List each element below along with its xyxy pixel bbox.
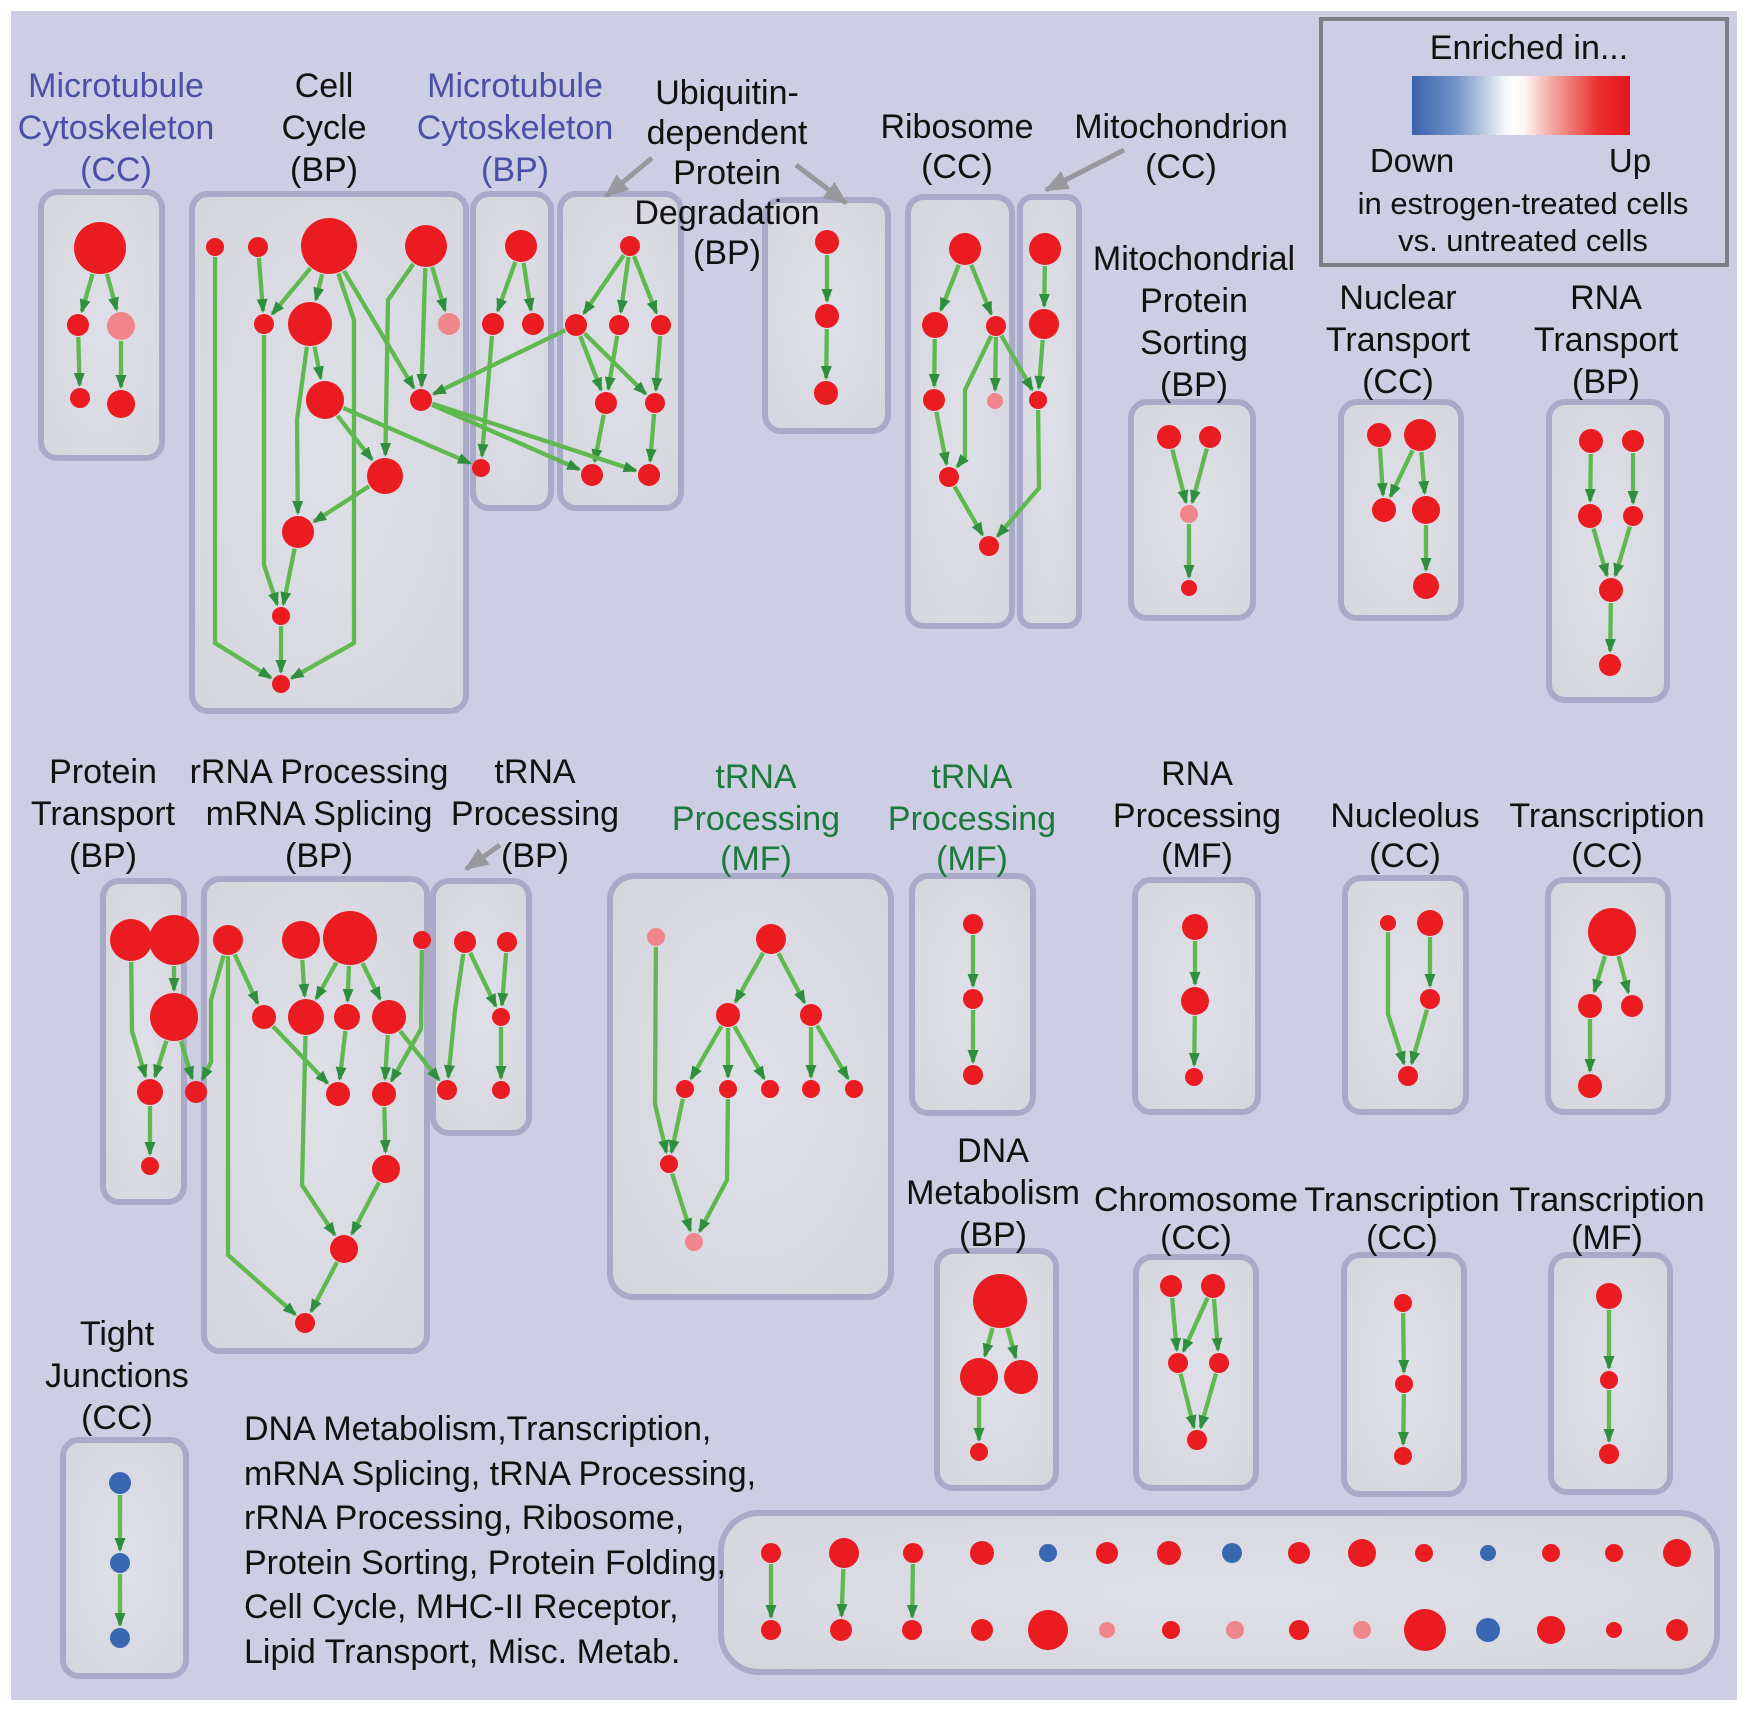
svg-text:(CC): (CC)	[1362, 363, 1434, 401]
svg-text:vs. untreated cells: vs. untreated cells	[1398, 223, 1648, 258]
svg-text:Tight: Tight	[80, 1315, 155, 1353]
svg-text:(CC): (CC)	[1369, 837, 1441, 875]
svg-text:Protein: Protein	[49, 753, 157, 791]
svg-text:Enriched in...: Enriched in...	[1430, 29, 1628, 67]
svg-text:Cytoskeleton: Cytoskeleton	[417, 109, 614, 147]
svg-text:(BP): (BP)	[1572, 363, 1640, 401]
svg-text:(CC): (CC)	[921, 148, 993, 186]
svg-text:Up: Up	[1609, 142, 1651, 179]
svg-text:Protein: Protein	[673, 154, 781, 192]
svg-text:Processing: Processing	[888, 800, 1056, 838]
svg-text:Microtubule: Microtubule	[28, 67, 204, 105]
svg-text:mRNA Splicing, tRNA Processing: mRNA Splicing, tRNA Processing,	[244, 1455, 756, 1493]
svg-text:rRNA Processing: rRNA Processing	[190, 753, 449, 791]
svg-text:(CC): (CC)	[1366, 1219, 1438, 1257]
svg-text:Down: Down	[1370, 142, 1454, 179]
svg-text:RNA: RNA	[1161, 755, 1233, 793]
svg-text:Transcription: Transcription	[1509, 797, 1704, 835]
svg-text:Processing: Processing	[1113, 797, 1281, 835]
svg-text:Cell: Cell	[295, 67, 354, 105]
svg-text:Processing: Processing	[672, 800, 840, 838]
svg-text:Protein: Protein	[1140, 282, 1248, 320]
svg-text:Junctions: Junctions	[45, 1357, 189, 1395]
svg-text:Transport: Transport	[1326, 321, 1471, 359]
svg-text:DNA: DNA	[957, 1132, 1029, 1170]
svg-text:(CC): (CC)	[1145, 148, 1217, 186]
svg-text:tRNA: tRNA	[494, 753, 576, 791]
svg-text:Transport: Transport	[1534, 321, 1679, 359]
svg-text:(BP): (BP)	[693, 234, 761, 272]
svg-text:dependent: dependent	[647, 114, 808, 152]
svg-text:(BP): (BP)	[481, 151, 549, 189]
svg-text:(CC): (CC)	[80, 151, 152, 189]
svg-text:Cytoskeleton: Cytoskeleton	[18, 109, 215, 147]
svg-text:Sorting: Sorting	[1140, 324, 1248, 362]
svg-text:Protein Sorting, Protein Foldi: Protein Sorting, Protein Folding,	[244, 1544, 726, 1582]
svg-text:(CC): (CC)	[81, 1399, 153, 1437]
svg-text:(MF): (MF)	[936, 840, 1008, 878]
svg-text:(MF): (MF)	[1571, 1219, 1643, 1257]
svg-text:Chromosome: Chromosome	[1094, 1181, 1298, 1219]
svg-text:(BP): (BP)	[69, 837, 137, 875]
svg-text:Metabolism: Metabolism	[906, 1174, 1080, 1212]
svg-text:Transcription: Transcription	[1509, 1181, 1704, 1219]
svg-text:in estrogen-treated cells: in estrogen-treated cells	[1358, 186, 1689, 221]
svg-text:Nuclear: Nuclear	[1339, 279, 1456, 317]
svg-text:(BP): (BP)	[1160, 366, 1228, 404]
svg-text:tRNA: tRNA	[931, 758, 1013, 796]
svg-text:tRNA: tRNA	[715, 758, 797, 796]
svg-text:Lipid Transport, Misc. Metab.: Lipid Transport, Misc. Metab.	[244, 1633, 681, 1671]
svg-text:Ubiquitin-: Ubiquitin-	[655, 74, 799, 112]
svg-text:Ribosome: Ribosome	[880, 108, 1033, 146]
svg-text:mRNA Splicing: mRNA Splicing	[206, 795, 433, 833]
svg-text:RNA: RNA	[1570, 279, 1642, 317]
svg-text:Cell Cycle, MHC-II Receptor,: Cell Cycle, MHC-II Receptor,	[244, 1588, 679, 1626]
svg-text:(BP): (BP)	[959, 1216, 1027, 1254]
svg-text:(BP): (BP)	[501, 837, 569, 875]
svg-text:(MF): (MF)	[1161, 837, 1233, 875]
svg-text:rRNA Processing, Ribosome,: rRNA Processing, Ribosome,	[244, 1499, 684, 1537]
svg-text:(BP): (BP)	[290, 151, 358, 189]
svg-text:(CC): (CC)	[1160, 1219, 1232, 1257]
svg-text:Processing: Processing	[451, 795, 619, 833]
svg-text:(MF): (MF)	[720, 840, 792, 878]
svg-text:Cycle: Cycle	[281, 109, 366, 147]
svg-text:Transport: Transport	[31, 795, 176, 833]
svg-text:Degradation: Degradation	[634, 194, 819, 232]
svg-text:DNA Metabolism,Transcription,: DNA Metabolism,Transcription,	[244, 1410, 711, 1448]
svg-text:(BP): (BP)	[285, 837, 353, 875]
svg-text:Nucleolus: Nucleolus	[1330, 797, 1479, 835]
svg-text:Mitochondrion: Mitochondrion	[1074, 108, 1288, 146]
svg-text:(CC): (CC)	[1571, 837, 1643, 875]
svg-text:Mitochondrial: Mitochondrial	[1093, 240, 1295, 278]
svg-text:Microtubule: Microtubule	[427, 67, 603, 105]
svg-text:Transcription: Transcription	[1304, 1181, 1499, 1219]
